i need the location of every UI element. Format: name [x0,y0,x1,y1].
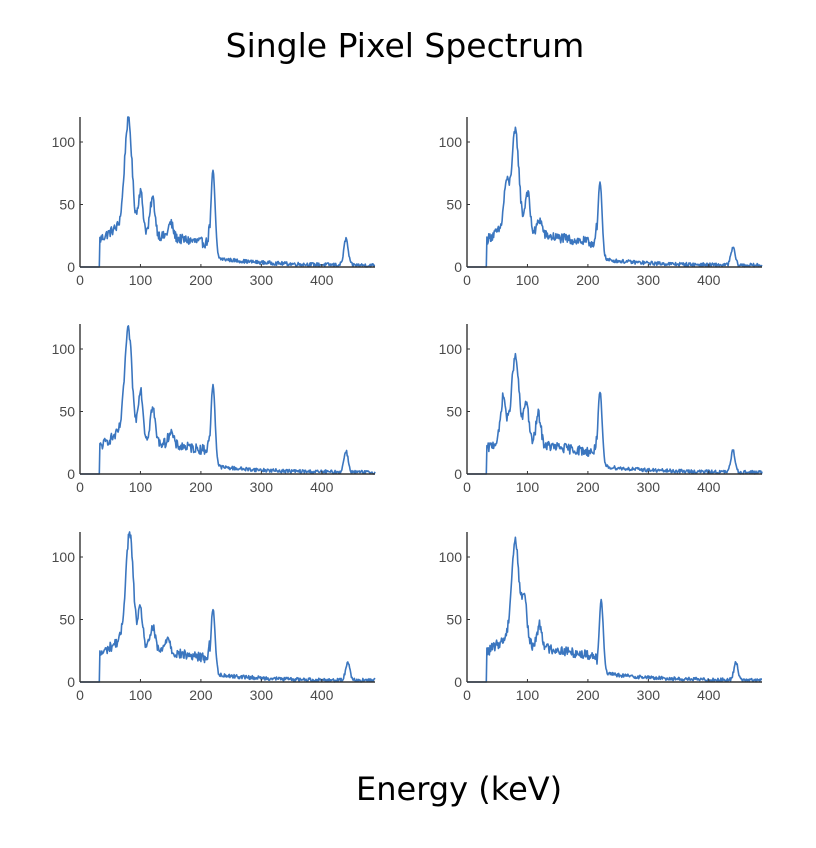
panel-row1-col2: 0 50 100 0 100 200 300 400 [439,117,763,288]
x-tick-label: 0 [76,687,84,703]
spectrum-line [466,352,763,475]
y-tick-label: 50 [446,404,462,420]
y-tick-label: 50 [59,197,75,213]
x-tick-label: 200 [576,687,600,703]
y-tick-label: 50 [59,404,75,420]
x-tick-label: 100 [516,272,540,288]
y-tick-label: 100 [439,549,463,565]
x-tick-label: 400 [697,687,721,703]
y-tick-label: 50 [446,197,462,213]
spectrum-line [79,116,376,268]
x-tick-label: 300 [637,687,661,703]
panel-row2-col2: 0 50 100 0 100 200 300 400 [439,324,763,495]
panel-row2-col1: 0 50 100 0 100 200 300 400 [52,324,376,495]
x-tick-label: 0 [463,687,471,703]
x-tick-label: 200 [189,687,213,703]
x-tick-label: 0 [463,272,471,288]
y-tick-label: 50 [446,612,462,628]
x-tick-label: 0 [76,272,84,288]
y-tick-label: 0 [454,466,462,482]
spectrum-line [79,325,376,475]
x-tick-label: 200 [576,272,600,288]
panel-row3-col1: 0 50 100 0 100 200 300 400 [52,531,376,703]
x-tick-label: 400 [310,479,334,495]
x-tick-label: 100 [516,687,540,703]
x-tick-label: 100 [129,272,153,288]
spectrum-line [466,126,763,268]
x-tick-label: 400 [310,272,334,288]
y-tick-label: 0 [67,466,75,482]
x-tick-label: 200 [576,479,600,495]
x-tick-label: 300 [250,687,274,703]
y-tick-label: 0 [67,259,75,275]
panel-row3-col2: 0 50 100 0 100 200 300 400 [439,532,763,703]
y-tick-label: 100 [52,134,76,150]
y-tick-label: 0 [454,259,462,275]
x-axis-label: Energy (keV) [356,770,563,808]
x-tick-label: 400 [310,687,334,703]
x-tick-label: 300 [250,272,274,288]
x-tick-label: 0 [76,479,84,495]
figure-title: Single Pixel Spectrum [225,26,585,65]
y-tick-label: 100 [52,549,76,565]
x-tick-label: 300 [250,479,274,495]
x-tick-label: 300 [637,479,661,495]
y-tick-label: 0 [67,674,75,690]
x-tick-label: 100 [129,687,153,703]
y-tick-label: 100 [439,341,463,357]
x-tick-label: 300 [637,272,661,288]
x-tick-label: 200 [189,272,213,288]
panel-row1-col1: 0 50 100 0 100 200 300 400 [52,116,376,288]
y-tick-label: 100 [52,341,76,357]
y-tick-label: 0 [454,674,462,690]
x-tick-label: 200 [189,479,213,495]
x-tick-label: 400 [697,479,721,495]
x-tick-label: 100 [129,479,153,495]
x-tick-label: 100 [516,479,540,495]
spectrum-line [466,536,763,683]
spectrum-line [79,531,376,683]
y-tick-label: 100 [439,134,463,150]
x-tick-label: 0 [463,479,471,495]
y-tick-label: 50 [59,612,75,628]
x-tick-label: 400 [697,272,721,288]
